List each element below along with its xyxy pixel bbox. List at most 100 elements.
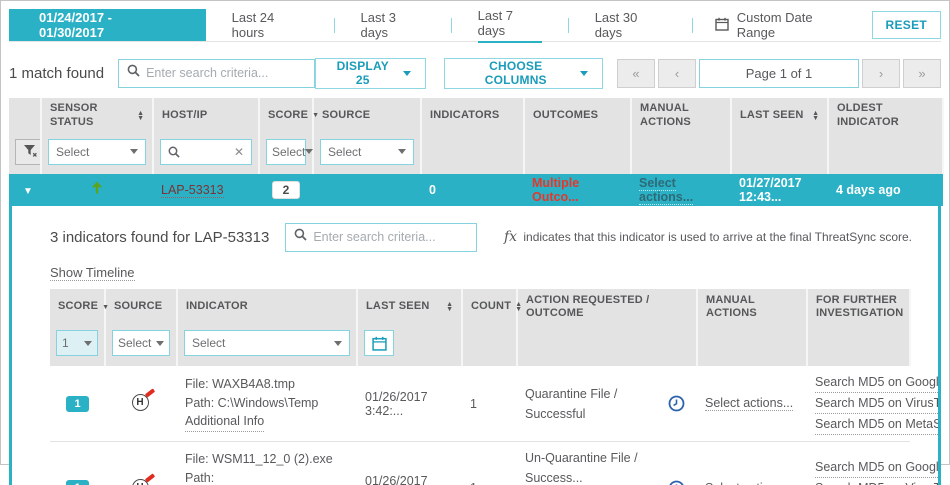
file-name: File: WAXB4A8.tmp [185, 376, 295, 391]
sensor-status-filter-select[interactable]: Select [48, 138, 146, 165]
first-page-button[interactable]: « [617, 58, 655, 88]
tab-last-30-days[interactable]: Last 30 days [594, 10, 638, 40]
sort-icon[interactable]: ▲ ▼ [812, 109, 819, 122]
chevron-down-icon [305, 149, 314, 154]
pending-action-clock-icon [668, 395, 685, 412]
indicator-row: 1 H File: WSM11_12_0 (2).exe Path: C:\Us… [50, 441, 938, 485]
hosts-filter-row: Select ✕ Select Select [9, 133, 944, 174]
col-outcomes: OUTCOMES [524, 98, 632, 134]
additional-info-link[interactable]: Additional Info [185, 412, 265, 433]
search-md5-google-link[interactable]: Search MD5 on Google [815, 457, 938, 478]
host-ip-filter-search[interactable]: ✕ [160, 138, 252, 165]
indicator-search-box [285, 222, 478, 252]
tab-custom-date-range[interactable]: Custom Date Range [693, 9, 872, 41]
sort-desc-icon[interactable]: ▼ [102, 303, 110, 311]
count-cell: 1 [462, 441, 517, 485]
col-oldest-indicator: OLDEST INDICATOR [828, 98, 944, 134]
search-md5-virustotal-link[interactable]: Search MD5 on VirusT... [815, 478, 938, 485]
file-name: File: WSM11_12_0 (2).exe [185, 452, 333, 466]
ind-date-filter-cell [357, 326, 463, 366]
host-detail-panel: 3 indicators found for LAP-53313 fx indi… [9, 205, 941, 485]
calendar-icon [715, 17, 729, 34]
ind-indicator-filter-select[interactable]: Select [184, 330, 350, 356]
col-source: SOURCE [313, 98, 422, 134]
clear-filters-button[interactable] [15, 138, 45, 165]
sort-icon[interactable]: ▲ ▼ [515, 301, 523, 314]
host-score-badge: 2 [271, 180, 301, 199]
last-seen-cell: 01/26/2017 3:42:... [357, 365, 462, 442]
host-sensor-flag-icon: H [131, 472, 155, 485]
col-ind-score: SCORE ▼ [50, 288, 109, 326]
col-ind-count: COUNT ▲ ▼ [462, 288, 522, 326]
next-page-button[interactable]: › [862, 58, 900, 88]
host-row-lap-53313[interactable]: ▼ LAP-53313 2 0 Multiple Outco... Select… [9, 173, 943, 206]
col-ind-source: SOURCE [105, 288, 178, 326]
score-filter-select[interactable]: Select [266, 138, 314, 165]
tab-last-3-days[interactable]: Last 3 days [360, 10, 396, 40]
date-filter-button[interactable] [364, 330, 394, 356]
outcomes-value: Multiple Outco... [532, 175, 580, 204]
hosts-table: SENSOR STATUS ▲ ▼ HOST/IP SCORE ▼ SOURCE … [9, 98, 944, 206]
clear-icon[interactable]: ✕ [233, 144, 244, 159]
match-count: 1 match found [9, 64, 105, 82]
outcome-cell: Un-Quarantine File / Success... Quaranti… [517, 441, 697, 485]
select-actions-link[interactable]: Select actions... [705, 481, 793, 485]
tab-last-24-hours[interactable]: Last 24 hours [231, 10, 275, 40]
collapse-row-icon[interactable]: ▼ [23, 185, 33, 197]
sort-icon[interactable]: ▲ ▼ [137, 109, 144, 122]
display-count-button[interactable]: DISPLAY 25 [315, 57, 427, 89]
search-md5-metascan-link[interactable]: Search MD5 on MetaS... [815, 414, 938, 435]
host-ip-filter-cell: ✕ [153, 133, 260, 174]
ind-source-filter-select[interactable]: Select [112, 330, 170, 356]
active-date-range-tab[interactable]: 01/24/2017 - 01/30/2017 [9, 9, 206, 41]
chevron-down-icon [403, 70, 412, 76]
sort-desc-icon[interactable]: ▼ [312, 112, 320, 120]
choose-columns-button[interactable]: CHOOSE COLUMNS [444, 57, 603, 89]
tab-last-7-days[interactable]: Last 7 days [452, 8, 568, 43]
prev-page-button[interactable]: ‹ [658, 58, 696, 88]
sensor-status-filter-cell: Select [41, 133, 154, 174]
outcome-cell: Quarantine File / Successful [517, 365, 697, 442]
host-oldest-indicator: 4 days ago [828, 173, 943, 206]
search-md5-virustotal-link[interactable]: Search MD5 on VirusT... [815, 393, 938, 414]
search-md5-google-link[interactable]: Search MD5 on Google [815, 372, 938, 393]
ind-indicator-filter-cell: Select [177, 326, 358, 366]
score-filter-cell: Select [259, 133, 314, 174]
col-sensor-status: SENSOR STATUS ▲ ▼ [41, 98, 154, 134]
search-input[interactable] [146, 66, 307, 80]
investigation-links-cell: Search MD5 on Google Search MD5 on Virus… [807, 365, 938, 442]
expander-header [9, 98, 42, 134]
count-cell: 1 [462, 365, 517, 442]
chevron-down-icon [398, 149, 406, 154]
host-select-actions[interactable]: Select actions... [639, 175, 694, 205]
calendar-icon [371, 336, 387, 351]
source-filter-select[interactable]: Select [320, 138, 414, 165]
chevron-down-icon [334, 340, 342, 346]
select-actions-link[interactable]: Select actions... [705, 396, 794, 411]
indicator-cell: File: WSM11_12_0 (2).exe Path: C:\Users\… [177, 441, 357, 485]
col-ind-action-outcome: ACTION REQUESTED / OUTCOME [517, 288, 698, 326]
reset-button[interactable]: RESET [871, 11, 942, 39]
page-indicator: Page 1 of 1 [699, 58, 859, 88]
ind-score-filter-select[interactable]: 1 [56, 330, 98, 356]
manual-actions-cell: Select actions... [697, 365, 807, 442]
show-timeline-link[interactable]: Show Timeline [50, 264, 135, 281]
last-page-button[interactable]: » [903, 58, 941, 88]
search-icon [168, 146, 180, 158]
chevron-down-icon [156, 340, 164, 346]
host-link[interactable]: LAP-53313 [161, 182, 224, 198]
host-last-seen: 01/27/2017 12:43... [731, 173, 828, 206]
sort-icon[interactable]: ▲ ▼ [446, 301, 453, 314]
col-last-seen: LAST SEEN ▲ ▼ [731, 98, 829, 134]
pending-action-clock-icon [668, 480, 685, 485]
col-score: SCORE ▼ [259, 98, 319, 134]
clear-filters-cell [9, 133, 45, 174]
indicator-search-input[interactable] [313, 230, 469, 244]
col-ind-further-investigation: FOR FURTHER INVESTIGATION [807, 288, 911, 326]
sensor-status-cell [41, 173, 153, 206]
col-ind-last-seen: LAST SEEN ▲ ▼ [357, 288, 463, 326]
source-cell: H [105, 441, 177, 485]
col-host-ip: HOST/IP [153, 98, 260, 134]
indicators-filter-row: 1 Select Select [50, 326, 911, 366]
